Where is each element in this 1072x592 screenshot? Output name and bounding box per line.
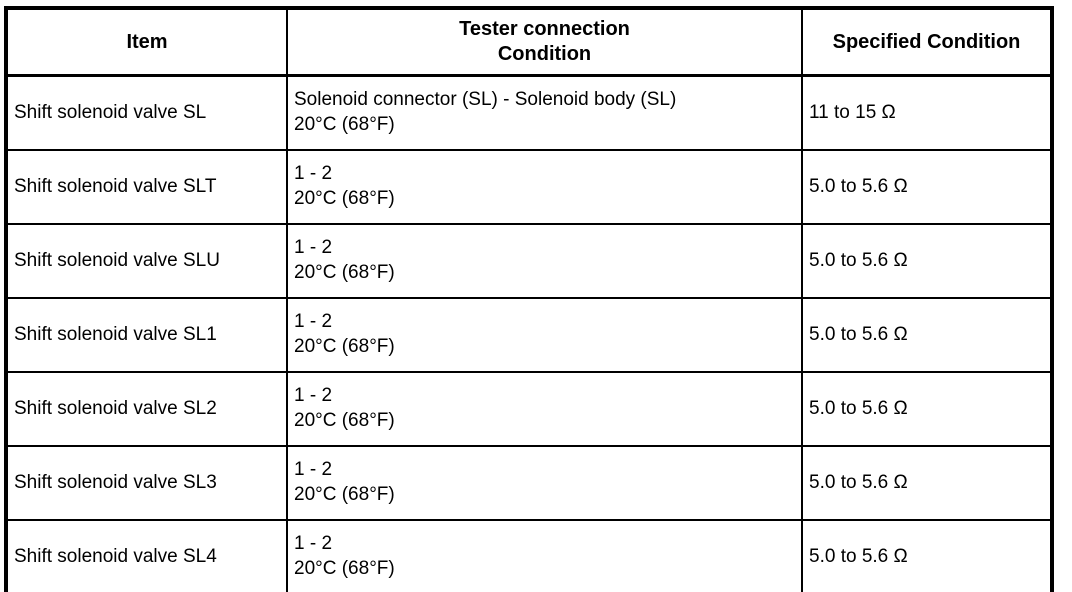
table-row: Shift solenoid valve SL3 1 - 2 20°C (68°…: [5, 445, 1053, 521]
item-cell: Shift solenoid valve SL2: [5, 371, 288, 447]
item-cell: Shift solenoid valve SLT: [5, 149, 288, 225]
item-cell: Shift solenoid valve SLU: [5, 223, 288, 299]
header-tester-line2: Condition: [497, 43, 592, 65]
header-tester-connection: Tester connection Condition: [286, 7, 803, 77]
condition-text: 20°C (68°F): [294, 558, 395, 579]
item-cell: Shift solenoid valve SL3: [5, 445, 288, 521]
table-row: Shift solenoid valve SLU 1 - 2 20°C (68°…: [5, 223, 1053, 299]
table-row: Shift solenoid valve SL Solenoid connect…: [5, 74, 1053, 151]
condition-text: 20°C (68°F): [294, 484, 395, 505]
condition-text: 20°C (68°F): [294, 262, 395, 283]
condition-text: 20°C (68°F): [294, 410, 395, 431]
tester-connection-cell: 1 - 2 20°C (68°F): [286, 371, 803, 447]
connection-text: 1 - 2: [294, 533, 333, 555]
header-item-label: Item: [126, 30, 168, 53]
item-cell: Shift solenoid valve SL4: [5, 519, 288, 592]
condition-text: 20°C (68°F): [294, 114, 395, 135]
specified-condition-cell: 5.0 to 5.6 Ω: [801, 149, 1053, 225]
table-row: Shift solenoid valve SLT 1 - 2 20°C (68°…: [5, 149, 1053, 225]
item-cell: Shift solenoid valve SL1: [5, 297, 288, 373]
specified-condition-cell: 5.0 to 5.6 Ω: [801, 223, 1053, 299]
specified-condition-cell: 11 to 15 Ω: [801, 74, 1053, 151]
specified-condition-cell: 5.0 to 5.6 Ω: [801, 445, 1053, 521]
connection-text: 1 - 2: [294, 311, 333, 333]
connection-text: 1 - 2: [294, 385, 333, 407]
connection-text: 1 - 2: [294, 459, 333, 481]
table-row: Shift solenoid valve SL2 1 - 2 20°C (68°…: [5, 371, 1053, 447]
header-specified-label: Specified Condition: [832, 30, 1021, 53]
connection-text: 1 - 2: [294, 237, 333, 259]
header-specified-condition: Specified Condition: [801, 7, 1053, 77]
table-row: Shift solenoid valve SL4 1 - 2 20°C (68°…: [5, 519, 1053, 592]
specification-table: Item Tester connection Condition Specifi…: [4, 6, 1054, 592]
header-row: Item Tester connection Condition Specifi…: [5, 7, 1053, 77]
header-tester-line1: Tester connection: [459, 18, 630, 40]
tester-connection-cell: 1 - 2 20°C (68°F): [286, 297, 803, 373]
header-item: Item: [5, 7, 288, 77]
specified-condition-cell: 5.0 to 5.6 Ω: [801, 519, 1053, 592]
condition-text: 20°C (68°F): [294, 188, 395, 209]
tester-connection-cell: 1 - 2 20°C (68°F): [286, 519, 803, 592]
condition-text: 20°C (68°F): [294, 336, 395, 357]
table-row: Shift solenoid valve SL1 1 - 2 20°C (68°…: [5, 297, 1053, 373]
tester-connection-cell: 1 - 2 20°C (68°F): [286, 445, 803, 521]
connection-text: 1 - 2: [294, 163, 333, 185]
specified-condition-cell: 5.0 to 5.6 Ω: [801, 297, 1053, 373]
tester-connection-cell: 1 - 2 20°C (68°F): [286, 149, 803, 225]
item-cell: Shift solenoid valve SL: [5, 74, 288, 151]
tester-connection-cell: Solenoid connector (SL) - Solenoid body …: [286, 74, 803, 151]
tester-connection-cell: 1 - 2 20°C (68°F): [286, 223, 803, 299]
specified-condition-cell: 5.0 to 5.6 Ω: [801, 371, 1053, 447]
connection-text: Solenoid connector (SL) - Solenoid body …: [294, 89, 677, 111]
